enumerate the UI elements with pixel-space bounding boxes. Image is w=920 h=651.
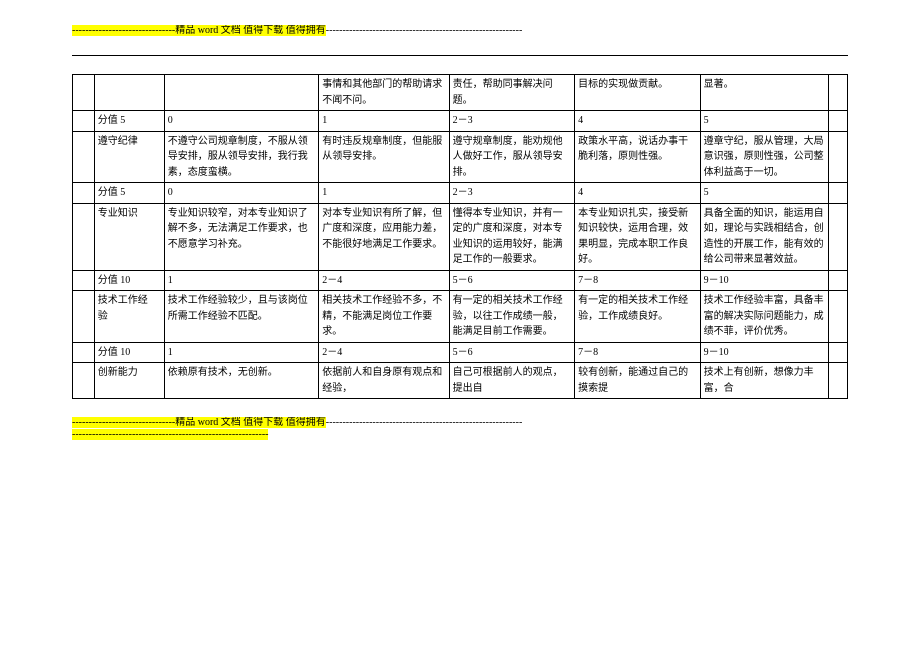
header-banner-line2 xyxy=(72,37,848,49)
table-cell: 技术工作经 验 xyxy=(94,291,164,343)
table-cell: 事情和其他部门的帮助请求不闻不问。 xyxy=(319,75,449,111)
table-cell: 遵守纪律 xyxy=(94,131,164,183)
table-cell: 5－6 xyxy=(449,342,575,363)
table-row: 创新能力依赖原有技术，无创新。依据前人和自身原有观点和经验，自己可根据前人的观点… xyxy=(73,363,848,399)
table-cell: 1 xyxy=(164,342,319,363)
table-cell xyxy=(828,203,847,270)
table-cell: 目标的实现做贡献。 xyxy=(575,75,701,111)
table-cell: 技术上有创新，想像力丰富，合 xyxy=(700,363,828,399)
table-cell xyxy=(73,183,95,204)
table-row: 事情和其他部门的帮助请求不闻不问。责任，帮助同事解决问题。目标的实现做贡献。显著… xyxy=(73,75,848,111)
table-cell xyxy=(73,203,95,270)
table-cell: 对本专业知识有所了解，但广度和深度，应用能力差，不能很好地满足工作要求。 xyxy=(319,203,449,270)
table-cell xyxy=(828,131,847,183)
table-cell: 2－4 xyxy=(319,342,449,363)
table-cell: 4 xyxy=(575,183,701,204)
table-cell: 有时违反规章制度，但能服从领导安排。 xyxy=(319,131,449,183)
table-cell: 5－6 xyxy=(449,270,575,291)
table-cell xyxy=(828,342,847,363)
table-row: 分值 5012－345 xyxy=(73,111,848,132)
table-cell: 有一定的相关技术工作经验，工作成绩良好。 xyxy=(575,291,701,343)
table-cell: 2－4 xyxy=(319,270,449,291)
table-cell xyxy=(828,270,847,291)
table-cell: 依赖原有技术，无创新。 xyxy=(164,363,319,399)
table-cell: 相关技术工作经验不多，不精，不能满足岗位工作要求。 xyxy=(319,291,449,343)
table-cell xyxy=(828,291,847,343)
table-cell: 7－8 xyxy=(575,270,701,291)
table-row: 分值 1012－45－67－89－10 xyxy=(73,270,848,291)
footer-highlight-2: ----------------------------------------… xyxy=(72,429,268,440)
table-cell: 0 xyxy=(164,111,319,132)
table-cell xyxy=(73,342,95,363)
table-cell xyxy=(73,111,95,132)
table-cell: 0 xyxy=(164,183,319,204)
table-cell: 显著。 xyxy=(700,75,828,111)
table-cell: 5 xyxy=(700,111,828,132)
table-cell xyxy=(73,291,95,343)
footer-banner-line1: -------------------------------精品 word 文… xyxy=(72,417,848,429)
table-row: 分值 1012－45－67－89－10 xyxy=(73,342,848,363)
table-cell: 4 xyxy=(575,111,701,132)
table-cell: 具备全面的知识，能运用自如，理论与实践相结合，创造性的开展工作，能有效的给公司带… xyxy=(700,203,828,270)
header-highlight: -------------------------------精品 word 文… xyxy=(72,25,326,36)
table-cell xyxy=(164,75,319,111)
table-cell: 遵章守纪，服从管理，大局意识强，原则性强，公司整体利益高于一切。 xyxy=(700,131,828,183)
table-row: 技术工作经 验技术工作经验较少，且与该岗位所需工作经验不匹配。相关技术工作经验不… xyxy=(73,291,848,343)
table-cell: 1 xyxy=(164,270,319,291)
table-cell: 9－10 xyxy=(700,342,828,363)
table-cell: 专业知识 xyxy=(94,203,164,270)
table-cell: 分值 5 xyxy=(94,111,164,132)
table-cell: 分值 10 xyxy=(94,342,164,363)
table-cell: 责任，帮助同事解决问题。 xyxy=(449,75,575,111)
footer-banner-line2: ----------------------------------------… xyxy=(72,429,848,441)
evaluation-table: 事情和其他部门的帮助请求不闻不问。责任，帮助同事解决问题。目标的实现做贡献。显著… xyxy=(72,74,848,399)
table-cell: 有一定的相关技术工作经验，以往工作成绩一般，能满足目前工作需要。 xyxy=(449,291,575,343)
table-row: 专业知识专业知识较窄，对本专业知识了解不多，无法满足工作要求，也不愿意学习补充。… xyxy=(73,203,848,270)
table-cell: 政策水平高，说话办事干脆利落，原则性强。 xyxy=(575,131,701,183)
table-cell: 不遵守公司规章制度，不服从领导安排，服从领导安排，我行我素，态度蛮横。 xyxy=(164,131,319,183)
table-cell: 2－3 xyxy=(449,111,575,132)
table-cell: 9－10 xyxy=(700,270,828,291)
table-cell: 懂得本专业知识，并有一定的广度和深度，对本专业知识的运用较好，能满足工作的一般要… xyxy=(449,203,575,270)
table-cell: 自己可根据前人的观点，提出自 xyxy=(449,363,575,399)
table-cell: 7－8 xyxy=(575,342,701,363)
table-cell: 技术工作经验较少，且与该岗位所需工作经验不匹配。 xyxy=(164,291,319,343)
table-cell: 专业知识较窄，对本专业知识了解不多，无法满足工作要求，也不愿意学习补充。 xyxy=(164,203,319,270)
table-cell xyxy=(73,131,95,183)
table-cell: 遵守规章制度，能劝规他人做好工作，服从领导安排。 xyxy=(449,131,575,183)
table-cell xyxy=(73,363,95,399)
table-cell: 技术工作经验丰富，具备丰富的解决实际问题能力，成绩不菲，评价优秀。 xyxy=(700,291,828,343)
table-cell xyxy=(828,111,847,132)
table-row: 分值 5012－345 xyxy=(73,183,848,204)
table-row: 遵守纪律不遵守公司规章制度，不服从领导安排，服从领导安排，我行我素，态度蛮横。有… xyxy=(73,131,848,183)
header-divider xyxy=(72,55,848,56)
table-cell: 2－3 xyxy=(449,183,575,204)
table-cell: 1 xyxy=(319,111,449,132)
table-cell: 创新能力 xyxy=(94,363,164,399)
table-cell xyxy=(94,75,164,111)
table-cell: 分值 10 xyxy=(94,270,164,291)
table-cell: 分值 5 xyxy=(94,183,164,204)
table-cell xyxy=(73,270,95,291)
table-cell: 依据前人和自身原有观点和经验， xyxy=(319,363,449,399)
table-cell: 5 xyxy=(700,183,828,204)
table-cell xyxy=(828,183,847,204)
table-cell: 1 xyxy=(319,183,449,204)
header-banner-line1: -------------------------------精品 word 文… xyxy=(72,25,848,37)
table-cell xyxy=(828,75,847,111)
table-cell: 本专业知识扎实，接受新知识较快，运用合理，效果明显，完成本职工作良好。 xyxy=(575,203,701,270)
table-cell: 较有创新，能通过自己的摸索提 xyxy=(575,363,701,399)
table-cell xyxy=(828,363,847,399)
footer-highlight-1: -------------------------------精品 word 文… xyxy=(72,417,326,428)
table-cell xyxy=(73,75,95,111)
